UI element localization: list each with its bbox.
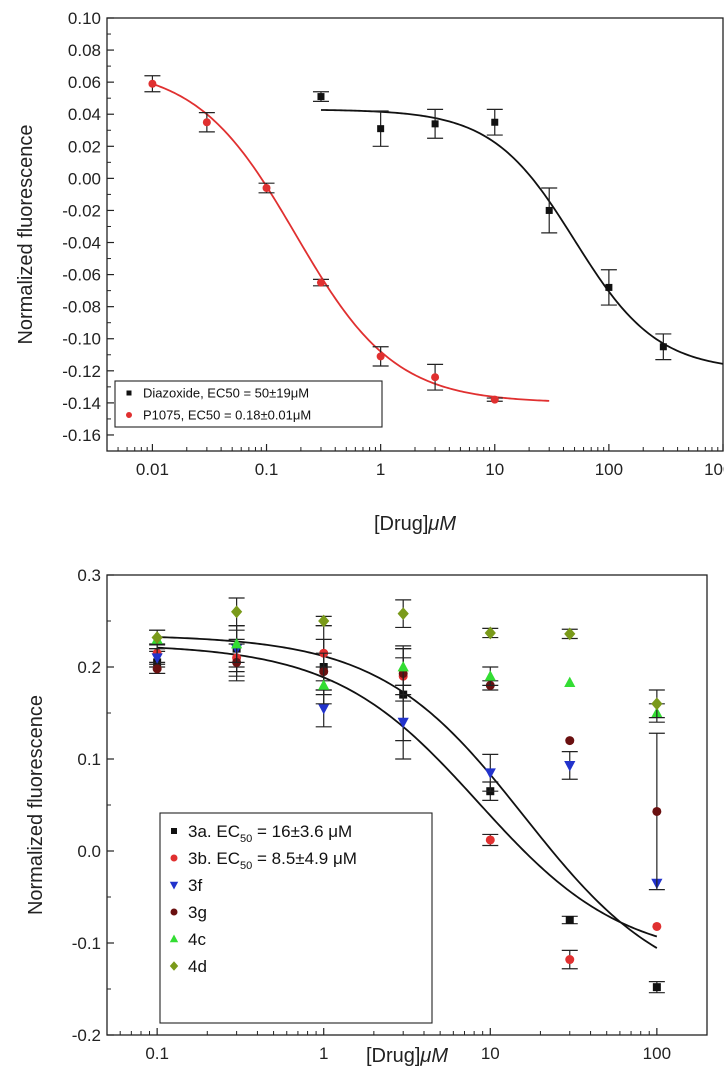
data-point: [397, 717, 409, 729]
data-point: [316, 278, 325, 287]
data-point: [565, 736, 575, 746]
data-point: [484, 768, 496, 779]
data-point: [545, 206, 553, 214]
x-tick-label: 0.1: [145, 1044, 169, 1063]
data-point: [376, 352, 385, 361]
x-axis-title: [Drug]μM: [374, 513, 456, 535]
data-point: [431, 120, 439, 128]
y-tick-label: -0.02: [62, 201, 101, 220]
legend-label: 3f: [188, 876, 202, 895]
y-tick-label: -0.12: [62, 362, 101, 381]
x-tick-label: 100: [643, 1044, 671, 1063]
y-tick-label: -0.06: [62, 266, 101, 285]
data-point: [652, 806, 662, 816]
data-point: [318, 679, 330, 690]
y-axis-title: Normalized fluorescence: [25, 695, 47, 915]
data-point: [485, 835, 495, 845]
data-point: [484, 626, 496, 640]
chart-top: 0.10 0.08 0.06 0.04 0.02 0.00 -0.02 -0.04 -0.06 -…: [15, 9, 724, 535]
data-point: [484, 670, 496, 681]
legend-marker: [169, 961, 179, 971]
y-tick-label: -0.10: [62, 330, 101, 349]
data-point: [231, 638, 243, 649]
x-tick-label: 100: [595, 460, 623, 479]
y-tick-label: 0.2: [77, 658, 101, 677]
data-point: [564, 627, 576, 641]
data-point: [397, 607, 409, 621]
data-point: [317, 93, 325, 101]
y-tick-label: -0.1: [72, 934, 101, 953]
x-tick-label: 10: [481, 1044, 500, 1063]
y-tick-label: -0.2: [72, 1026, 101, 1045]
x-tick-label: 1: [376, 460, 385, 479]
data-point: [151, 653, 163, 664]
data-point: [397, 661, 409, 672]
data-point: [151, 631, 163, 644]
y-axis-title: Normalized fluorescence: [15, 124, 37, 344]
y-tick-label: -0.14: [62, 394, 101, 413]
y-tick-label: 0.3: [77, 566, 101, 585]
chart-bottom: 0.3 0.2 0.1 0.0 -0.1 -0.2 0.1 1 10 100 [Drug]μM Nor…: [25, 566, 708, 1067]
legend-marker: [169, 934, 179, 943]
fit-curve: [152, 82, 550, 402]
legend-label: 3a. EC50 = 16±3.6 μM: [188, 822, 352, 845]
legend-label: 4c: [188, 930, 206, 949]
data-point: [152, 664, 162, 674]
legend-marker: [126, 390, 132, 396]
y-tick-label: -0.04: [62, 234, 101, 253]
legend-box: [114, 380, 383, 428]
y-tick-label: 0.00: [68, 169, 101, 188]
y-tick-label: 0.02: [68, 137, 101, 156]
data-point: [231, 605, 243, 619]
x-tick-label: 10: [485, 460, 504, 479]
data-point: [491, 118, 499, 126]
y-tick-label: 0.04: [68, 105, 101, 124]
y-tick-label: 0.08: [68, 41, 101, 60]
y-tick-label: -0.16: [62, 426, 101, 445]
y-tick-label: 0.1: [77, 750, 101, 769]
data-point: [659, 343, 667, 351]
legend-box: [159, 812, 433, 1024]
data-point: [318, 614, 330, 628]
legend-label: P1075, EC50 = 0.18±0.01μM: [143, 408, 311, 423]
data-point: [262, 183, 271, 192]
data-point: [652, 921, 662, 931]
x-tick-label: 1000: [704, 460, 724, 479]
legend-label: Diazoxide, EC50 = 50±19μM: [143, 386, 309, 401]
x-tick-label: 1: [319, 1044, 328, 1063]
data-point: [490, 395, 499, 404]
x-tick-label: 0.1: [255, 460, 279, 479]
fit-curve: [157, 646, 658, 938]
x-tick-label: 0.01: [136, 460, 169, 479]
legend-marker: [170, 908, 178, 916]
data-point: [377, 125, 385, 133]
data-point: [431, 373, 440, 382]
fit-curve: [320, 109, 724, 365]
data-point: [565, 916, 574, 924]
data-point: [202, 118, 211, 127]
legend-marker: [169, 881, 179, 890]
legend-marker: [170, 854, 178, 862]
y-tick-label: 0.0: [77, 842, 101, 861]
legend-label: 3g: [188, 903, 207, 922]
x-axis-title: [Drug]μM: [366, 1045, 448, 1067]
data-point: [652, 983, 661, 992]
legend-label: 3b. EC50 = 8.5±4.9 μM: [188, 849, 357, 872]
y-tick-label: 0.06: [68, 73, 101, 92]
legend-marker: [126, 412, 132, 418]
data-point: [148, 79, 157, 88]
data-point: [564, 676, 576, 688]
y-tick-label: 0.10: [68, 9, 101, 28]
data-point: [565, 955, 575, 965]
data-point: [318, 704, 330, 715]
data-point: [651, 697, 663, 711]
legend-marker: [171, 828, 177, 834]
legend-label: 4d: [188, 957, 207, 976]
y-tick-label: -0.08: [62, 298, 101, 317]
data-point: [564, 761, 576, 772]
data-point: [605, 283, 613, 291]
